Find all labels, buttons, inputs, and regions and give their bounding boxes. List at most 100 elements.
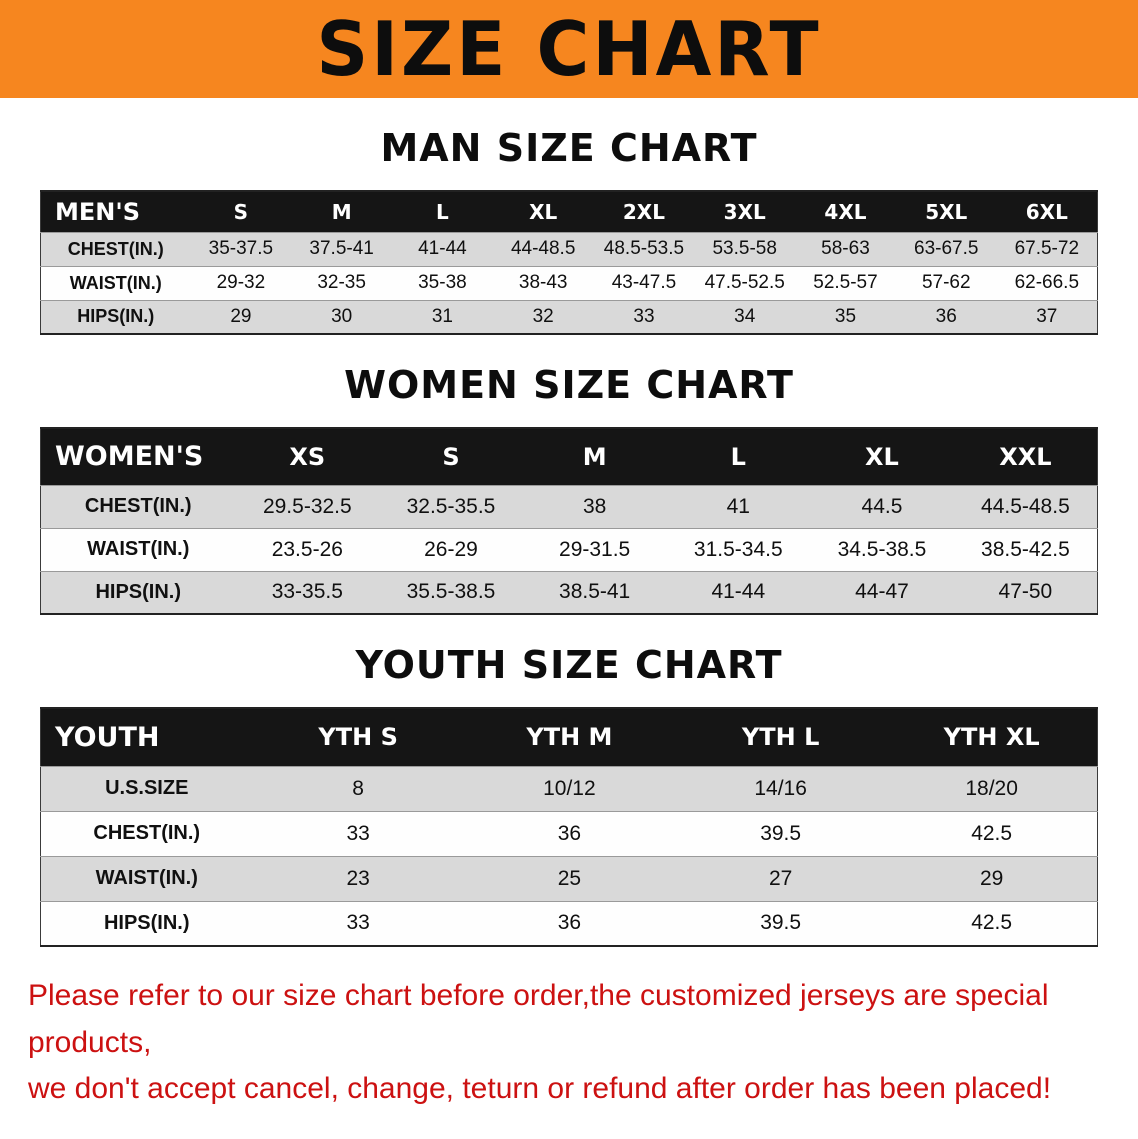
women-table-title: WOMEN'S	[40, 428, 236, 485]
size-value: 31	[392, 299, 493, 334]
size-value: 41-44	[666, 570, 811, 614]
size-value: 31.5-34.5	[666, 527, 811, 571]
section-youth: YOUTH SIZE CHART YOUTH YTH S YTH M YTH L YTH…	[0, 643, 1138, 947]
size-value: 37.5-41	[291, 231, 393, 266]
size-value: 23.5-26	[235, 527, 380, 571]
women-heading: WOMEN SIZE CHART	[344, 363, 794, 407]
size-value: 44-48.5	[492, 231, 594, 266]
table-row: CHEST(IN.) 35-37.5 37.5-41 41-44 44-48.5 48.5…	[40, 231, 1098, 266]
row-label: CHEST(IN.)	[40, 484, 236, 528]
men-table-title: MEN'S	[40, 191, 191, 232]
size-value: 36	[895, 299, 997, 334]
youth-size-table: YOUTH YTH S YTH M YTH L YTH XL U.S.SIZE 8 10/12…	[40, 707, 1098, 947]
header-row: MEN'S S M L XL 2XL 3XL 4XL 5XL 6XL	[40, 191, 1098, 232]
section-men: MAN SIZE CHART MEN'S S M L XL 2XL 3XL 4XL 5XL 6XL…	[0, 126, 1138, 335]
size-value: 29.5-32.5	[235, 484, 380, 528]
size-value: 35-37.5	[190, 231, 292, 266]
size-value: 39.5	[675, 900, 887, 946]
size-value: 41-44	[392, 231, 493, 266]
disclaimer-line-2: we don't accept cancel, change, teturn o…	[28, 1072, 1052, 1105]
size-value: 58-63	[795, 231, 896, 266]
row-label: HIPS(IN.)	[40, 570, 236, 614]
size-value: 23	[252, 855, 464, 901]
page-title: SIZE CHART	[316, 5, 822, 93]
men-size-header: L	[392, 191, 493, 232]
size-value: 33	[252, 900, 464, 946]
size-value: 38.5-42.5	[953, 527, 1098, 571]
disclaimer: Please refer to our size chart before or…	[0, 973, 1138, 1139]
size-value: 63-67.5	[895, 231, 997, 266]
row-label: WAIST(IN.)	[40, 855, 253, 901]
size-charts: MAN SIZE CHART MEN'S S M L XL 2XL 3XL 4XL 5XL 6XL…	[0, 126, 1138, 947]
row-label: CHEST(IN.)	[40, 231, 191, 266]
youth-size-header: YTH XL	[886, 708, 1098, 766]
size-value: 25	[463, 855, 675, 901]
size-value: 67.5-72	[996, 231, 1098, 266]
size-value: 53.5-58	[694, 231, 796, 266]
size-value: 18/20	[886, 765, 1098, 811]
size-value: 26-29	[379, 527, 523, 571]
size-value: 48.5-53.5	[593, 231, 695, 266]
size-value: 33-35.5	[235, 570, 380, 614]
size-value: 27	[675, 855, 887, 901]
men-size-header: 6XL	[996, 191, 1098, 232]
size-value: 42.5	[886, 900, 1098, 946]
women-size-header: L	[666, 428, 811, 485]
table-row: HIPS(IN.) 29 30 31 32 33 34 35 36 37	[40, 299, 1098, 334]
men-size-header: S	[190, 191, 292, 232]
size-value: 38.5-41	[522, 570, 667, 614]
women-size-table: WOMEN'S XS S M L XL XXL CHEST(IN.) 29.5-32.5 32.5…	[40, 427, 1098, 615]
size-value: 36	[463, 900, 675, 946]
men-size-header: M	[291, 191, 393, 232]
table-row: U.S.SIZE 8 10/12 14/16 18/20	[40, 765, 1098, 811]
table-row: WAIST(IN.) 23.5-26 26-29 29-31.5 31.5-34.5 34…	[40, 527, 1098, 571]
women-size-header: M	[522, 428, 667, 485]
size-value: 42.5	[886, 810, 1098, 856]
youth-size-header: YTH L	[675, 708, 887, 766]
size-value: 44.5	[810, 484, 954, 528]
size-value: 35.5-38.5	[379, 570, 523, 614]
size-value: 33	[593, 299, 695, 334]
women-size-header: XS	[235, 428, 380, 485]
size-value: 30	[291, 299, 393, 334]
size-value: 10/12	[463, 765, 675, 811]
size-value: 36	[463, 810, 675, 856]
size-value: 29	[886, 855, 1098, 901]
size-value: 33	[252, 810, 464, 856]
table-row: CHEST(IN.) 33 36 39.5 42.5	[40, 810, 1098, 856]
header-row: WOMEN'S XS S M L XL XXL	[40, 428, 1098, 485]
size-value: 62-66.5	[996, 265, 1098, 300]
size-value: 38-43	[492, 265, 594, 300]
youth-size-header: YTH S	[252, 708, 464, 766]
size-value: 44-47	[810, 570, 954, 614]
men-size-table: MEN'S S M L XL 2XL 3XL 4XL 5XL 6XL CHEST(IN.) 35-37…	[40, 190, 1098, 335]
table-row: WAIST(IN.) 29-32 32-35 35-38 38-43 43-47.5 47.…	[40, 265, 1098, 300]
size-value: 41	[666, 484, 811, 528]
size-value: 32.5-35.5	[379, 484, 523, 528]
size-value: 29	[190, 299, 292, 334]
size-value: 39.5	[675, 810, 887, 856]
size-value: 34.5-38.5	[810, 527, 954, 571]
youth-heading: YOUTH SIZE CHART	[355, 643, 783, 687]
disclaimer-line-1: Please refer to our size chart before or…	[28, 979, 1049, 1059]
size-value: 57-62	[895, 265, 997, 300]
header-row: YOUTH YTH S YTH M YTH L YTH XL	[40, 708, 1098, 766]
size-value: 52.5-57	[795, 265, 896, 300]
row-label: HIPS(IN.)	[40, 900, 253, 946]
men-size-header: 5XL	[895, 191, 997, 232]
table-row: WAIST(IN.) 23 25 27 29	[40, 855, 1098, 901]
youth-table-title: YOUTH	[40, 708, 253, 766]
size-value: 14/16	[675, 765, 887, 811]
size-value: 32-35	[291, 265, 393, 300]
men-heading: MAN SIZE CHART	[380, 126, 758, 170]
men-size-header: 4XL	[795, 191, 896, 232]
size-value: 38	[522, 484, 667, 528]
size-value: 29-31.5	[522, 527, 667, 571]
row-label: WAIST(IN.)	[40, 527, 236, 571]
size-value: 35-38	[392, 265, 493, 300]
table-row: CHEST(IN.) 29.5-32.5 32.5-35.5 38 41 44.5 44.5…	[40, 484, 1098, 528]
row-label: WAIST(IN.)	[40, 265, 191, 300]
men-size-header: XL	[492, 191, 594, 232]
row-label: HIPS(IN.)	[40, 299, 191, 334]
table-row: HIPS(IN.) 33 36 39.5 42.5	[40, 900, 1098, 946]
